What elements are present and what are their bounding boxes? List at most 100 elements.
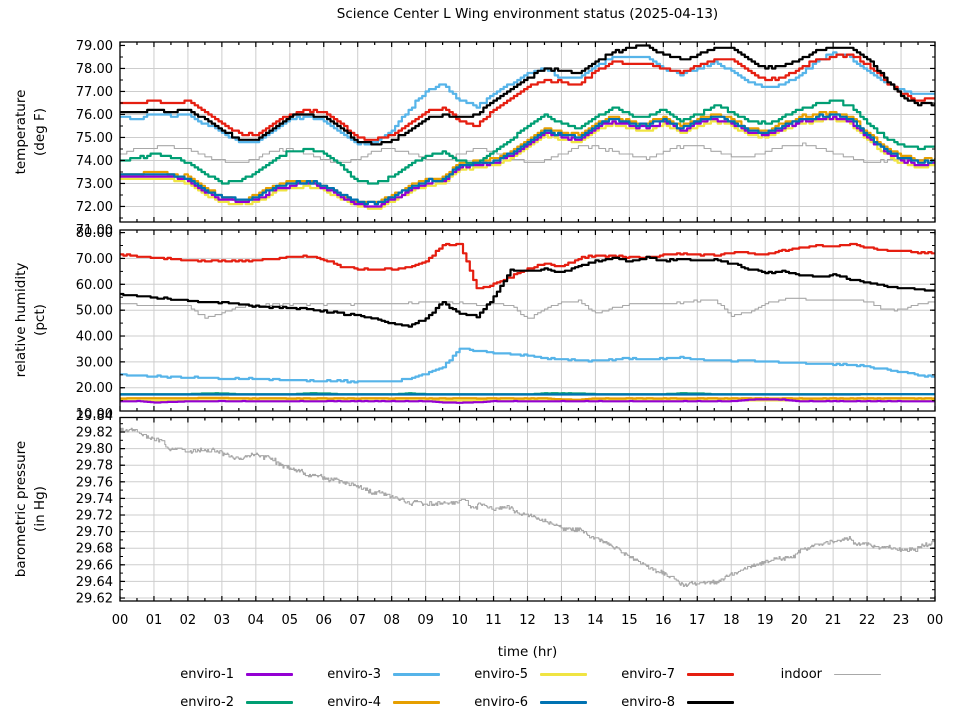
legend-swatch-enviro-2	[246, 701, 293, 704]
y-tick-label: 75.00	[76, 131, 113, 146]
chart-title: Science Center L Wing environment status…	[336, 6, 719, 22]
x-tick-label: 10	[451, 613, 468, 628]
x-tick-label: 11	[485, 613, 502, 628]
series-line-enviro-3	[120, 347, 935, 384]
legend-column: indoor	[762, 663, 881, 714]
y-tick-label: 29.66	[76, 558, 113, 573]
legend-label-enviro-6: enviro-6	[474, 695, 528, 710]
series-line-enviro-8	[120, 255, 935, 328]
legend-label-indoor: indoor	[780, 667, 822, 682]
x-tick-label: 09	[417, 613, 434, 628]
x-tick-label: 14	[587, 613, 604, 628]
legend-swatch-enviro-1	[246, 673, 293, 676]
legend-label-enviro-3: enviro-3	[327, 667, 381, 682]
legend: enviro-1 enviro-2 enviro-3 enviro-4 enviro-5…	[120, 663, 935, 714]
legend-item-enviro-6: enviro-6	[468, 691, 587, 714]
x-tick-label: 06	[316, 613, 333, 628]
legend-column: enviro-1 enviro-2	[174, 663, 293, 714]
x-tick-label: 23	[893, 613, 910, 628]
x-tick-label: 03	[214, 613, 231, 628]
series-line-indoor	[120, 297, 935, 319]
legend-label-enviro-2: enviro-2	[180, 695, 234, 710]
legend-item-enviro-8: enviro-8	[615, 691, 734, 714]
y-tick-label: 70.00	[76, 252, 113, 267]
y-tick-label: 73.00	[76, 177, 113, 192]
x-tick-label: 07	[349, 613, 366, 628]
y-tick-label: 72.00	[76, 200, 113, 215]
x-tick-label: 08	[383, 613, 400, 628]
x-tick-label: 17	[689, 613, 706, 628]
x-tick-label: 19	[757, 613, 774, 628]
y-tick-label: 29.76	[76, 475, 113, 490]
legend-swatch-enviro-5	[540, 673, 587, 676]
legend-label-enviro-4: enviro-4	[327, 695, 381, 710]
series-group-relative-humidity	[120, 242, 935, 404]
y-tick-label: 78.00	[76, 62, 113, 77]
y-tick-label: 71.00	[76, 223, 113, 238]
legend-swatch-enviro-3	[393, 673, 440, 676]
x-tick-label: 05	[282, 613, 299, 628]
series-line-enviro-4	[120, 396, 935, 401]
y-tick-label: 20.00	[76, 381, 113, 396]
y-tick-label: 77.00	[76, 85, 113, 100]
y-tick-label: 80.00	[76, 226, 113, 241]
series-line-enviro-3	[120, 51, 935, 146]
series-line-indoor	[120, 142, 935, 163]
series-group-temperature	[120, 44, 935, 210]
series-line-indoor	[120, 427, 935, 587]
x-tick-label: 15	[621, 613, 638, 628]
y-tick-label: 10.00	[76, 407, 113, 422]
x-tick-label: 18	[723, 613, 740, 628]
legend-swatch-indoor	[834, 674, 881, 675]
x-tick-label: 22	[859, 613, 876, 628]
y-tick-label: 29.82	[76, 426, 113, 441]
y-tick-label: 29.78	[76, 459, 113, 474]
legend-item-indoor: indoor	[762, 663, 881, 686]
legend-swatch-enviro-4	[393, 701, 440, 704]
y-tick-label: 29.64	[76, 575, 113, 590]
legend-swatch-enviro-7	[687, 673, 734, 676]
y-tick-label: 74.00	[76, 154, 113, 169]
legend-label-enviro-8: enviro-8	[621, 695, 675, 710]
legend-column: enviro-3 enviro-4	[321, 663, 440, 714]
y-tick-label: 79.00	[76, 39, 113, 54]
y-tick-label: 60.00	[76, 278, 113, 293]
legend-swatch-enviro-6	[540, 701, 587, 704]
x-tick-label: 02	[180, 613, 197, 628]
series-line-enviro-6	[120, 113, 935, 206]
panel-relative-humidity: 80.00 70.00 60.00 50.00 40.00 30.00 20.00 10.00	[76, 226, 936, 422]
series-line-enviro-7	[120, 53, 935, 141]
x-tick-label: 12	[519, 613, 536, 628]
y-tick-label: 76.00	[76, 108, 113, 123]
y-tick-label: 29.80	[76, 442, 113, 457]
x-tick-label: 00	[112, 613, 129, 628]
y-tick-label: 29.72	[76, 509, 113, 524]
x-tick-label: 01	[146, 613, 163, 628]
legend-label-enviro-7: enviro-7	[621, 667, 675, 682]
y-tick-label: 40.00	[76, 330, 113, 345]
y-tick-label: 29.74	[76, 492, 113, 507]
y-tick-label: 30.00	[76, 355, 113, 370]
x-axis-title: time (hr)	[497, 644, 558, 660]
series-line-enviro-4	[120, 111, 935, 203]
legend-item-enviro-1: enviro-1	[174, 663, 293, 686]
x-tick-label: 20	[791, 613, 808, 628]
legend-item-enviro-7: enviro-7	[615, 663, 734, 686]
legend-swatch-enviro-8	[687, 701, 734, 704]
panel-temperature: 79.00 78.00 77.00 76.00 75.00 74.00 73.00 72.00…	[76, 39, 936, 238]
series-group-barometric-pressure	[120, 427, 935, 587]
y-tick-label: 29.62	[76, 592, 113, 607]
legend-item-enviro-5: enviro-5	[468, 663, 587, 686]
y-tick-label: 29.68	[76, 542, 113, 557]
x-tick-label: 13	[553, 613, 570, 628]
legend-column: enviro-5 enviro-6	[468, 663, 587, 714]
x-tick-label: 16	[655, 613, 672, 628]
x-tick-label: 00	[927, 613, 944, 628]
legend-item-enviro-3: enviro-3	[321, 663, 440, 686]
series-line-enviro-8	[120, 44, 935, 146]
y-tick-label: 29.70	[76, 525, 113, 540]
x-tick-label: 04	[248, 613, 265, 628]
